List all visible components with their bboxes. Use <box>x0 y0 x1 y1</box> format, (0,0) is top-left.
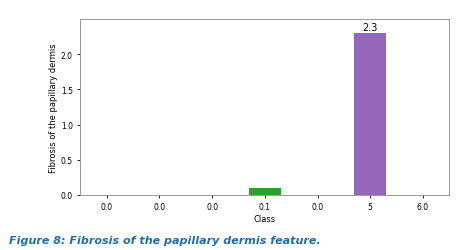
Bar <box>249 188 280 195</box>
Text: Figure 8: Fibrosis of the papillary dermis feature.: Figure 8: Fibrosis of the papillary derm… <box>9 235 321 245</box>
X-axis label: Class: Class <box>254 214 276 223</box>
Text: 2.3: 2.3 <box>363 23 378 32</box>
Y-axis label: Fibrosis of the papillary dermis: Fibrosis of the papillary dermis <box>49 43 58 172</box>
Bar <box>354 34 386 195</box>
